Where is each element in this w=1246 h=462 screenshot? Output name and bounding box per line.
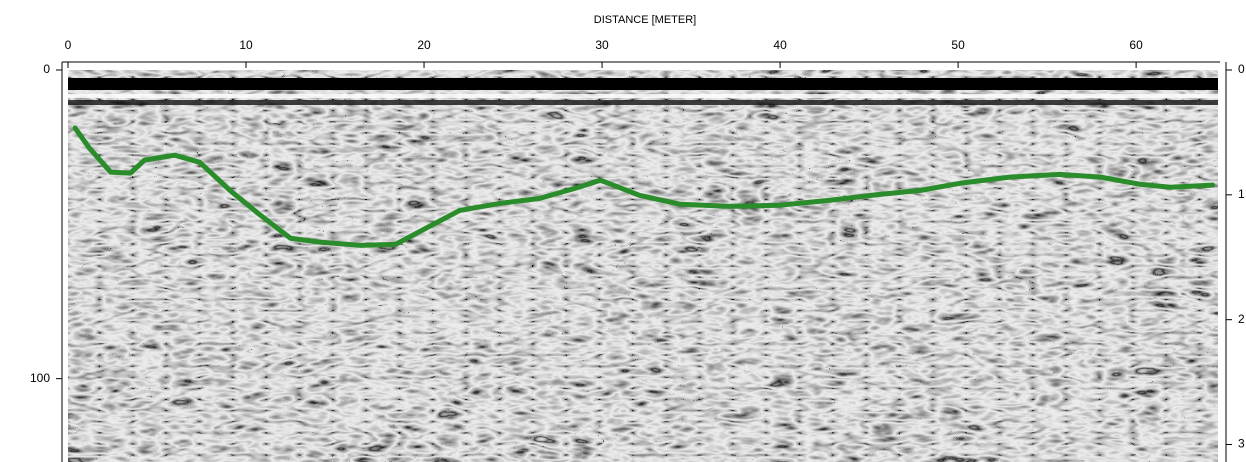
y2-tick-label: 0 <box>1238 62 1245 76</box>
x-tick-label: 50 <box>951 38 965 52</box>
radargram <box>68 70 1218 462</box>
y2-tick-label: 1 <box>1238 187 1245 201</box>
y2-tick-label: 3 <box>1238 437 1245 451</box>
y-tick-label: 100 <box>30 371 50 385</box>
x-tick-label: 10 <box>239 38 253 52</box>
x-tick-label: 0 <box>65 38 72 52</box>
x-tick-label: 60 <box>1129 38 1143 52</box>
x-tick-label: 20 <box>417 38 431 52</box>
y2-tick-label: 2 <box>1238 312 1245 326</box>
horizon-line <box>72 125 1216 248</box>
x-tick-label: 30 <box>595 38 609 52</box>
y-tick-label: 0 <box>43 62 50 76</box>
axis-title: DISTANCE [METER] <box>594 14 696 26</box>
x-tick-label: 40 <box>773 38 787 52</box>
